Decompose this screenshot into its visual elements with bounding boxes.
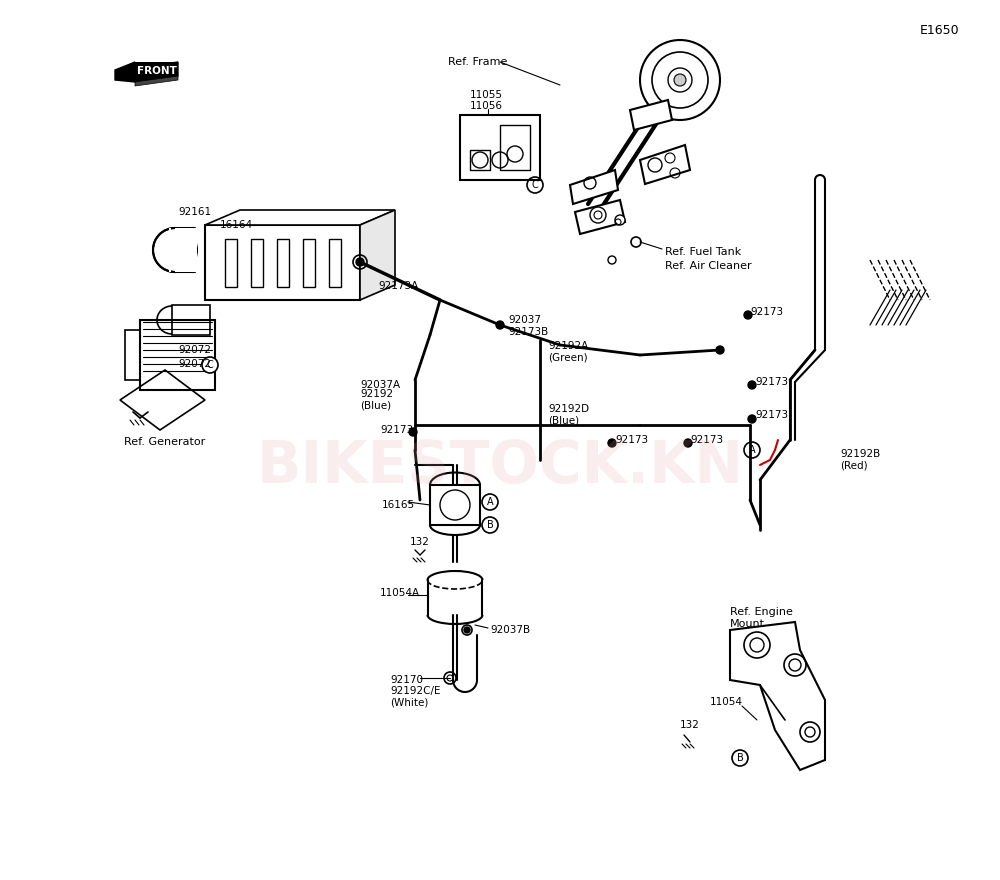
- Bar: [460, 115, 540, 180]
- Circle shape: [409, 428, 417, 436]
- Text: 92037B: 92037B: [490, 625, 530, 635]
- Bar: [470, 150, 490, 170]
- Polygon shape: [135, 76, 178, 86]
- Circle shape: [748, 381, 756, 389]
- Bar: [172, 305, 210, 335]
- Text: 11054A: 11054A: [380, 588, 420, 598]
- Circle shape: [684, 439, 692, 447]
- Bar: [205, 225, 360, 300]
- Text: Ref. Engine
Mount: Ref. Engine Mount: [730, 607, 793, 629]
- Text: 92173: 92173: [690, 435, 723, 445]
- Circle shape: [744, 442, 760, 458]
- Bar: [225, 239, 237, 287]
- Text: Ref. Fuel Tank: Ref. Fuel Tank: [665, 247, 741, 257]
- Text: 92072: 92072: [178, 359, 211, 369]
- Text: 132: 132: [410, 537, 430, 547]
- Text: 92037: 92037: [508, 315, 541, 325]
- Circle shape: [482, 517, 498, 533]
- Polygon shape: [135, 62, 178, 82]
- Text: FRONT: FRONT: [137, 66, 177, 76]
- Text: 132: 132: [680, 720, 700, 730]
- Text: E1650: E1650: [920, 24, 960, 37]
- Bar: [430, 485, 480, 525]
- Text: Ref. Air Cleaner: Ref. Air Cleaner: [665, 261, 752, 271]
- Circle shape: [744, 311, 752, 319]
- Circle shape: [496, 321, 504, 329]
- Text: 92170: 92170: [390, 675, 423, 685]
- Bar: [140, 320, 215, 390]
- Text: 92173: 92173: [755, 410, 788, 420]
- Bar: [175, 228, 197, 272]
- Bar: [251, 239, 263, 287]
- Text: 92173: 92173: [755, 377, 788, 387]
- Text: 92173: 92173: [615, 435, 648, 445]
- Polygon shape: [570, 170, 618, 204]
- Text: B: B: [487, 520, 493, 530]
- Polygon shape: [120, 370, 205, 430]
- Text: C: C: [207, 360, 213, 370]
- Text: 92192B
(Red): 92192B (Red): [840, 449, 880, 471]
- Text: 92173B: 92173B: [508, 327, 548, 337]
- Bar: [500, 125, 530, 170]
- Circle shape: [615, 215, 625, 225]
- Text: 92173: 92173: [380, 425, 413, 435]
- Text: 92192
(Blue): 92192 (Blue): [360, 389, 393, 411]
- Bar: [329, 239, 341, 287]
- Polygon shape: [630, 100, 672, 130]
- Text: 92072: 92072: [178, 345, 211, 355]
- Circle shape: [732, 750, 748, 766]
- Text: 92173: 92173: [750, 307, 783, 317]
- Circle shape: [464, 627, 470, 633]
- Text: A: A: [749, 445, 755, 455]
- Bar: [303, 239, 315, 287]
- Text: 92192D
(Blue): 92192D (Blue): [548, 404, 589, 426]
- Text: BIKESTOCK.KN: BIKESTOCK.KN: [256, 438, 744, 495]
- Polygon shape: [730, 622, 825, 770]
- Circle shape: [202, 357, 218, 373]
- Bar: [125, 330, 140, 380]
- Text: C: C: [532, 180, 538, 190]
- Circle shape: [716, 346, 724, 354]
- Circle shape: [608, 256, 616, 264]
- Text: 11056: 11056: [470, 101, 503, 111]
- Text: 92037A: 92037A: [360, 380, 400, 390]
- Text: Ref. Generator: Ref. Generator: [124, 437, 206, 447]
- Text: Ref. Frame: Ref. Frame: [448, 57, 507, 67]
- Text: B: B: [737, 753, 743, 763]
- Bar: [277, 239, 289, 287]
- Circle shape: [674, 74, 686, 86]
- Text: 16165: 16165: [382, 500, 415, 510]
- Circle shape: [356, 258, 364, 266]
- Bar: [169, 228, 171, 272]
- Polygon shape: [205, 210, 395, 225]
- Text: 92173A: 92173A: [378, 281, 418, 291]
- Polygon shape: [575, 200, 625, 234]
- Text: 11054: 11054: [710, 697, 742, 707]
- Text: 11055: 11055: [470, 90, 503, 100]
- Text: A: A: [487, 497, 493, 507]
- Polygon shape: [640, 145, 690, 184]
- Text: 92192C/E
(White): 92192C/E (White): [390, 686, 440, 708]
- Text: 92192A
(Green): 92192A (Green): [548, 341, 588, 363]
- Polygon shape: [360, 210, 395, 300]
- Text: 16164: 16164: [220, 220, 253, 230]
- Polygon shape: [115, 62, 135, 82]
- Circle shape: [482, 494, 498, 510]
- Text: 92161: 92161: [178, 207, 211, 217]
- Circle shape: [462, 625, 472, 635]
- Bar: [135, 62, 178, 80]
- Circle shape: [608, 439, 616, 447]
- Circle shape: [748, 415, 756, 423]
